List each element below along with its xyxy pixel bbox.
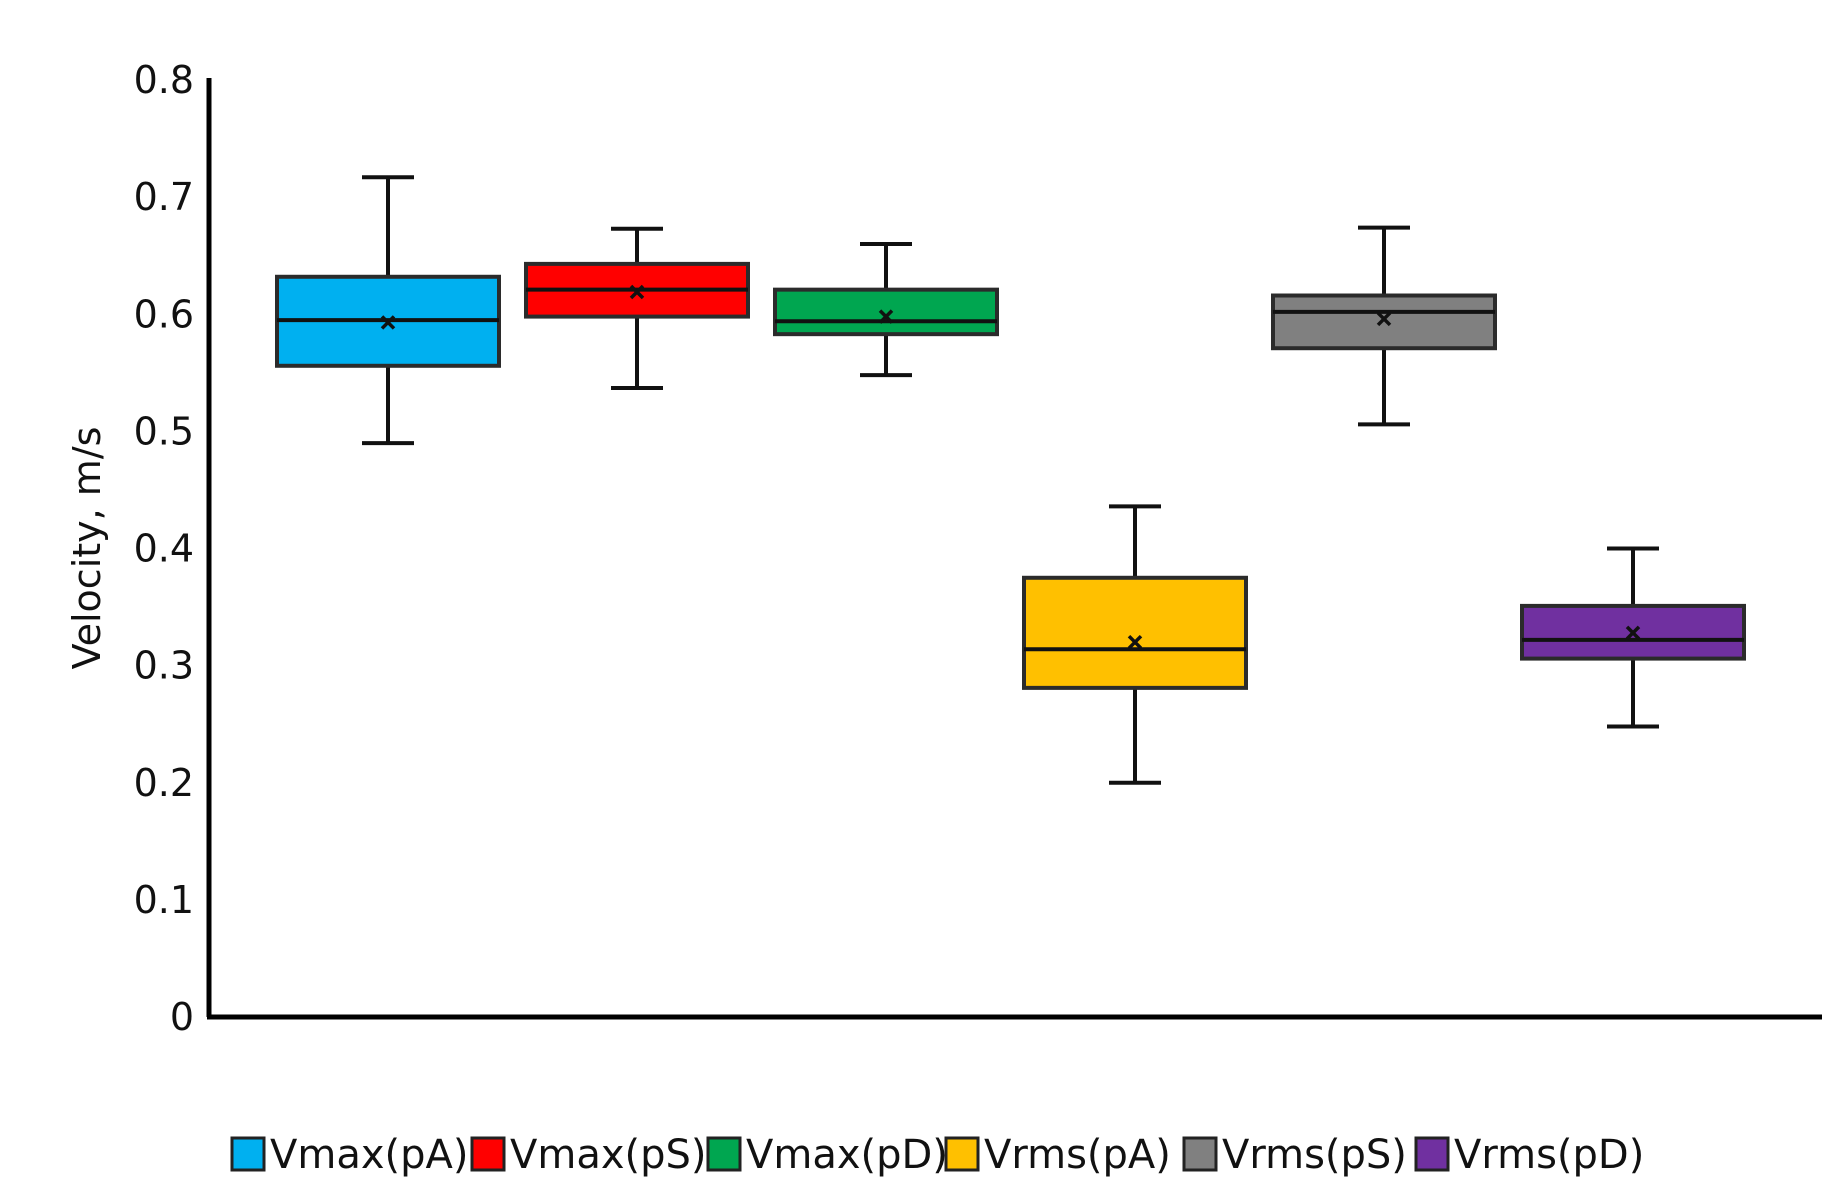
y-tick-label: 0 [170,995,194,1039]
box-series-group [275,175,1746,785]
box-0 [275,175,501,446]
legend-label: Vmax(pS) [510,1132,707,1178]
legend-item-5: Vrms(pD) [1414,1132,1644,1178]
y-tick-label: 0.1 [134,878,194,922]
y-tick-label: 0.8 [134,58,194,102]
y-tick-label: 0.4 [134,527,194,571]
legend: Vmax(pA) Vmax(pS) Vmax(pD) Vrms(pA) Vrms(pS)… [230,1132,1644,1178]
mean-marker [629,284,645,300]
legend-swatch [706,1136,742,1172]
mean-marker [1127,634,1143,650]
legend-label: Vmax(pA) [270,1132,468,1178]
box-3 [1022,504,1248,785]
legend-item-1: Vmax(pS) [470,1132,707,1178]
y-tick-label: 0.3 [134,644,194,688]
box-1 [524,226,750,391]
legend-swatch [1414,1136,1450,1172]
legend-item-3: Vrms(pA) [944,1132,1171,1178]
legend-item-2: Vmax(pD) [706,1132,948,1178]
legend-label: Vrms(pA) [984,1132,1171,1178]
y-tick-label: 0.5 [134,409,194,453]
axes [206,78,1822,1020]
y-axis-title: Velocity, m/s [65,427,109,670]
legend-label: Vrms(pD) [1454,1132,1644,1178]
legend-swatch [470,1136,506,1172]
y-tick-label: 0.6 [134,292,194,336]
legend-swatch [944,1136,980,1172]
y-tick-label: 0.7 [134,175,194,219]
mean-marker [380,315,396,330]
box-4 [1271,225,1497,427]
mean-marker [1376,311,1392,327]
legend-swatch [230,1136,266,1172]
y-axis-ticks: 0 0.1 0.2 0.3 0.4 0.5 0.6 0.7 0.8 [134,58,194,1039]
mean-marker [878,309,894,324]
legend-label: Vmax(pD) [746,1132,948,1178]
legend-item-4: Vrms(pS) [1182,1132,1407,1178]
box-5 [1520,546,1746,729]
legend-item-0: Vmax(pA) [230,1132,468,1178]
iqr-box [1022,575,1248,690]
box-2 [773,241,999,378]
mean-marker [1625,625,1641,641]
iqr-box [773,287,999,337]
legend-label: Vrms(pS) [1222,1132,1407,1178]
iqr-box [1271,293,1497,351]
y-tick-label: 0.2 [134,761,194,805]
legend-swatch [1182,1136,1218,1172]
